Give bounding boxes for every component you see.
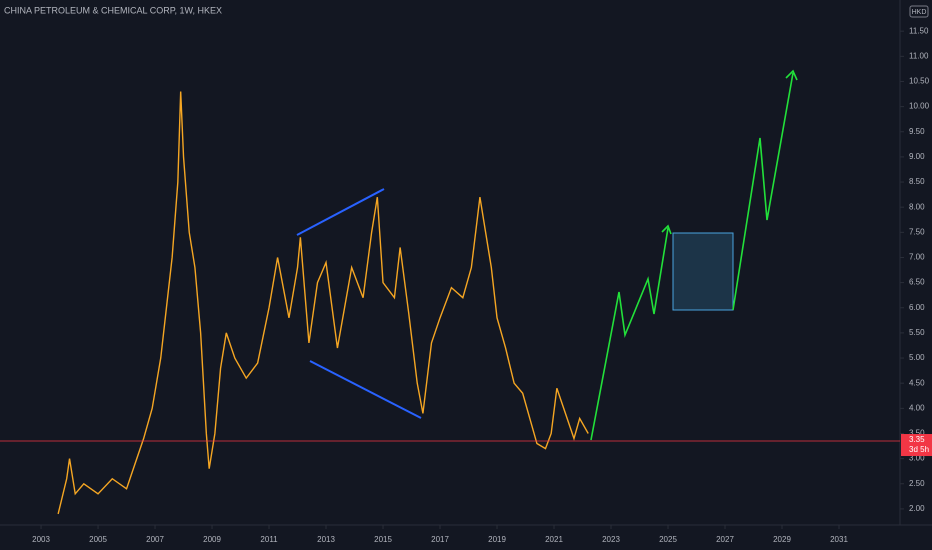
x-tick-label: 2007 [146, 535, 164, 544]
x-tick-label: 2031 [830, 535, 848, 544]
y-tick-label: 4.00 [909, 403, 925, 412]
arrow-head [661, 224, 672, 235]
projection-box [672, 232, 734, 311]
x-tick-label: 2015 [374, 535, 392, 544]
y-tick-label: 8.00 [909, 202, 925, 211]
x-tick-label: 2023 [602, 535, 620, 544]
y-tick-label: 5.00 [909, 353, 925, 362]
projection-path [732, 72, 794, 311]
plot-area [0, 91, 900, 515]
x-tick-label: 2005 [89, 535, 107, 544]
y-tick-label: 6.50 [909, 278, 925, 287]
x-tick-label: 2019 [488, 535, 506, 544]
x-tick-label: 2013 [317, 535, 335, 544]
x-tick-label: 2025 [659, 535, 677, 544]
projection-path [590, 227, 669, 441]
y-tick-label: 11.50 [909, 26, 929, 35]
x-tick-label: 2021 [545, 535, 563, 544]
price-line [57, 91, 589, 515]
y-tick-label: 8.50 [909, 177, 925, 186]
y-tick-label: 10.50 [909, 77, 930, 86]
currency-box [909, 5, 929, 18]
x-tick-label: 2017 [431, 535, 449, 544]
y-tick-label: 10.00 [909, 102, 930, 111]
arrow-head [785, 69, 798, 81]
trend-line [309, 360, 422, 419]
y-tick-label: 4.50 [909, 378, 925, 387]
y-tick-label: 7.00 [909, 253, 925, 262]
last-price-label: 3.35 [909, 435, 925, 444]
y-tick-label: 5.50 [909, 328, 925, 337]
x-tick-label: 2027 [716, 535, 734, 544]
y-tick-label: 9.00 [909, 152, 925, 161]
y-tick-label: 2.50 [909, 479, 925, 488]
x-tick-label: 2011 [260, 535, 278, 544]
x-tick-label: 2003 [32, 535, 50, 544]
y-tick-label: 11.00 [909, 51, 929, 60]
chart-title: CHINA PETROLEUM & CHEMICAL CORP, 1W, HKE… [4, 5, 222, 15]
x-tick-label: 2029 [773, 535, 791, 544]
y-tick-label: 3.00 [909, 454, 925, 463]
y-tick-label: 9.50 [909, 127, 925, 136]
last-price-badge [901, 434, 932, 457]
y-tick-label: 6.00 [909, 303, 925, 312]
y-tick-label: 7.50 [909, 227, 925, 236]
countdown-label: 3d 5h [909, 445, 929, 454]
x-tick-label: 2009 [203, 535, 221, 544]
y-tick-label: 2.00 [909, 504, 925, 513]
currency: HKD [912, 9, 927, 16]
y-tick-label: 3.50 [909, 429, 925, 438]
trend-line [296, 188, 385, 236]
